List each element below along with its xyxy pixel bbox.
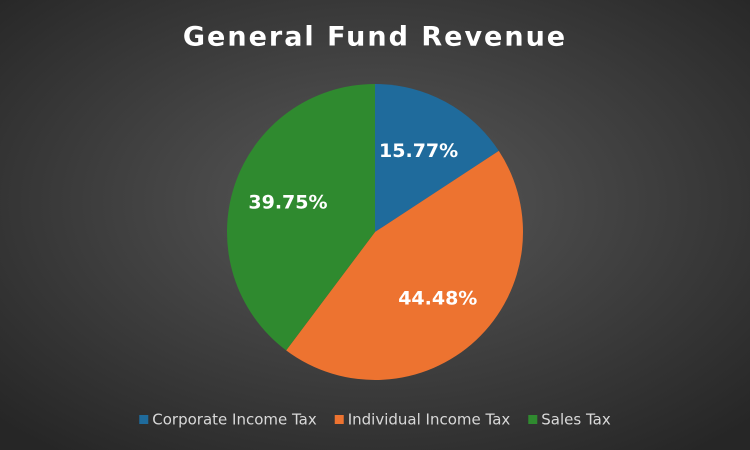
pie-slice — [286, 150, 523, 380]
chart-title: General Fund Revenue — [183, 22, 567, 53]
data-label: 44.48% — [398, 287, 477, 309]
legend-marker — [334, 415, 344, 424]
legend-label: Corporate Income Tax — [152, 411, 317, 429]
pie-slice — [227, 84, 375, 351]
legend-marker — [139, 415, 149, 424]
data-label: 39.75% — [248, 191, 327, 213]
legend-label: Sales Tax — [541, 411, 611, 429]
legend-marker — [528, 415, 538, 424]
data-label: 15.77% — [379, 140, 458, 162]
pie-slice — [375, 84, 499, 232]
legend-label: Individual Income Tax — [348, 411, 511, 429]
